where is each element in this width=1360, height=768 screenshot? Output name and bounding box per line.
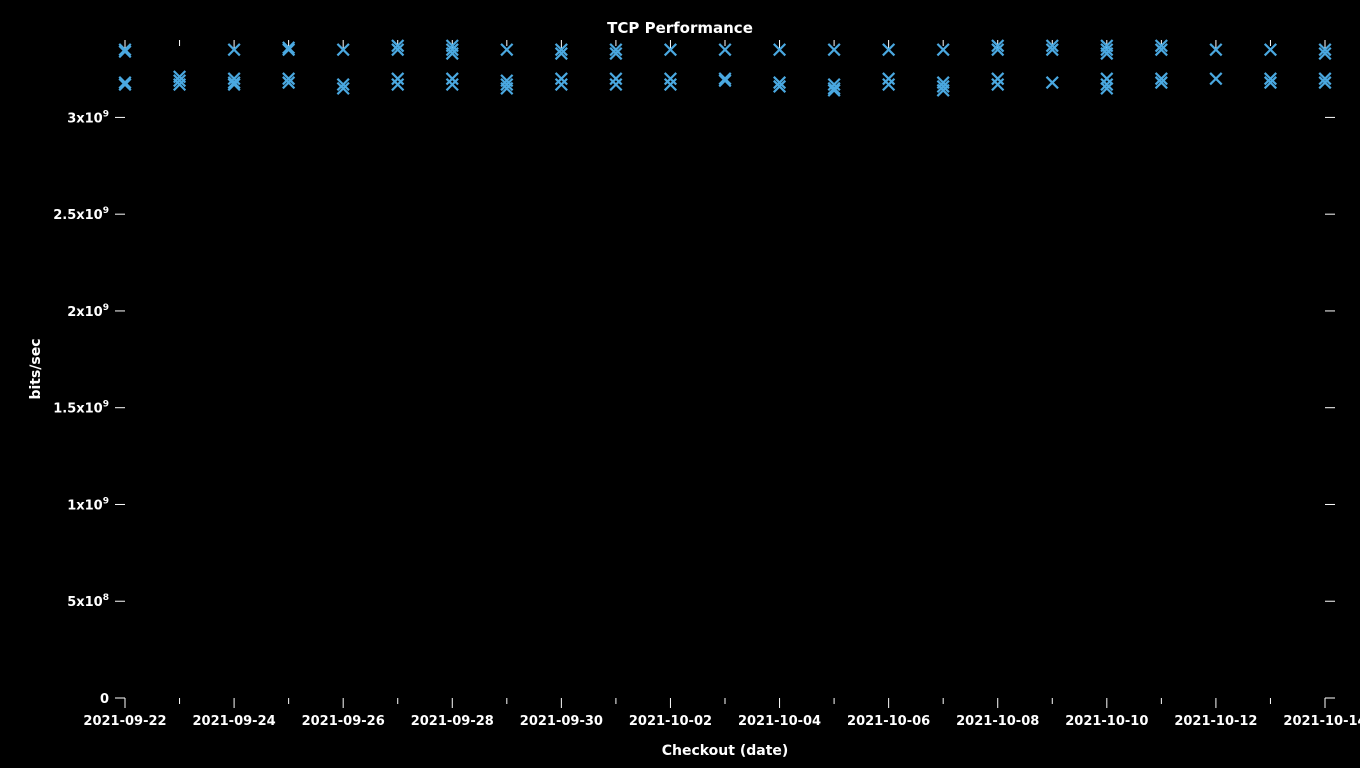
x-tick-label: 2021-09-26 <box>302 714 385 729</box>
y-tick-label: 0 <box>100 692 109 707</box>
scatter-markers <box>120 41 1330 96</box>
data-marker <box>611 80 621 90</box>
data-marker <box>1211 74 1221 84</box>
data-marker <box>393 80 403 90</box>
data-marker <box>1265 45 1275 55</box>
x-tick-label: 2021-10-12 <box>1174 714 1257 729</box>
data-marker <box>720 45 730 55</box>
data-marker <box>720 74 730 84</box>
chart-title: TCP Performance <box>607 19 753 37</box>
data-marker <box>502 45 512 55</box>
data-marker <box>556 80 566 90</box>
x-axis-ticks: 2021-09-22 2021-09-24 2021-09-26 2021-09-28… <box>83 40 1360 729</box>
data-marker <box>884 80 894 90</box>
data-marker <box>447 80 457 90</box>
y-axis-label: bits/sec <box>28 338 44 399</box>
data-marker <box>829 45 839 55</box>
x-tick-label: 2021-09-22 <box>83 714 166 729</box>
x-tick-label: 2021-10-08 <box>956 714 1039 729</box>
data-marker <box>829 85 839 95</box>
data-marker <box>229 80 239 90</box>
data-marker <box>938 45 948 55</box>
y-tick-label: 5x108 <box>67 593 109 610</box>
tcp-performance-chart: TCP Performance bits/sec Checkout (date)… <box>0 0 1360 768</box>
data-marker <box>120 80 130 90</box>
x-tick-label: 2021-10-02 <box>629 714 712 729</box>
y-tick-label: 3x109 <box>67 109 109 126</box>
y-tick-label: 2x109 <box>67 303 109 320</box>
data-marker <box>120 78 130 88</box>
x-tick-label: 2021-09-28 <box>411 714 494 729</box>
x-tick-label: 2021-09-30 <box>520 714 603 729</box>
y-tick-label: 2.5x109 <box>53 206 109 223</box>
y-axis-ticks: 0 5x108 1x109 1.5x109 2x109 2.5x109 3x109 <box>53 109 1335 707</box>
x-axis-label: Checkout (date) <box>662 743 789 759</box>
y-tick-label: 1.5x109 <box>53 400 109 417</box>
data-marker <box>720 76 730 86</box>
data-marker <box>993 80 1003 90</box>
data-marker <box>1047 78 1057 88</box>
x-tick-label: 2021-10-04 <box>738 714 821 729</box>
data-marker <box>284 45 294 55</box>
x-tick-label: 2021-10-10 <box>1065 714 1148 729</box>
x-tick-label: 2021-10-06 <box>847 714 930 729</box>
x-tick-label: 2021-09-24 <box>193 714 276 729</box>
y-tick-label: 1x109 <box>67 496 109 513</box>
x-tick-label: 2021-10-14 <box>1283 714 1360 729</box>
data-marker <box>665 80 675 90</box>
